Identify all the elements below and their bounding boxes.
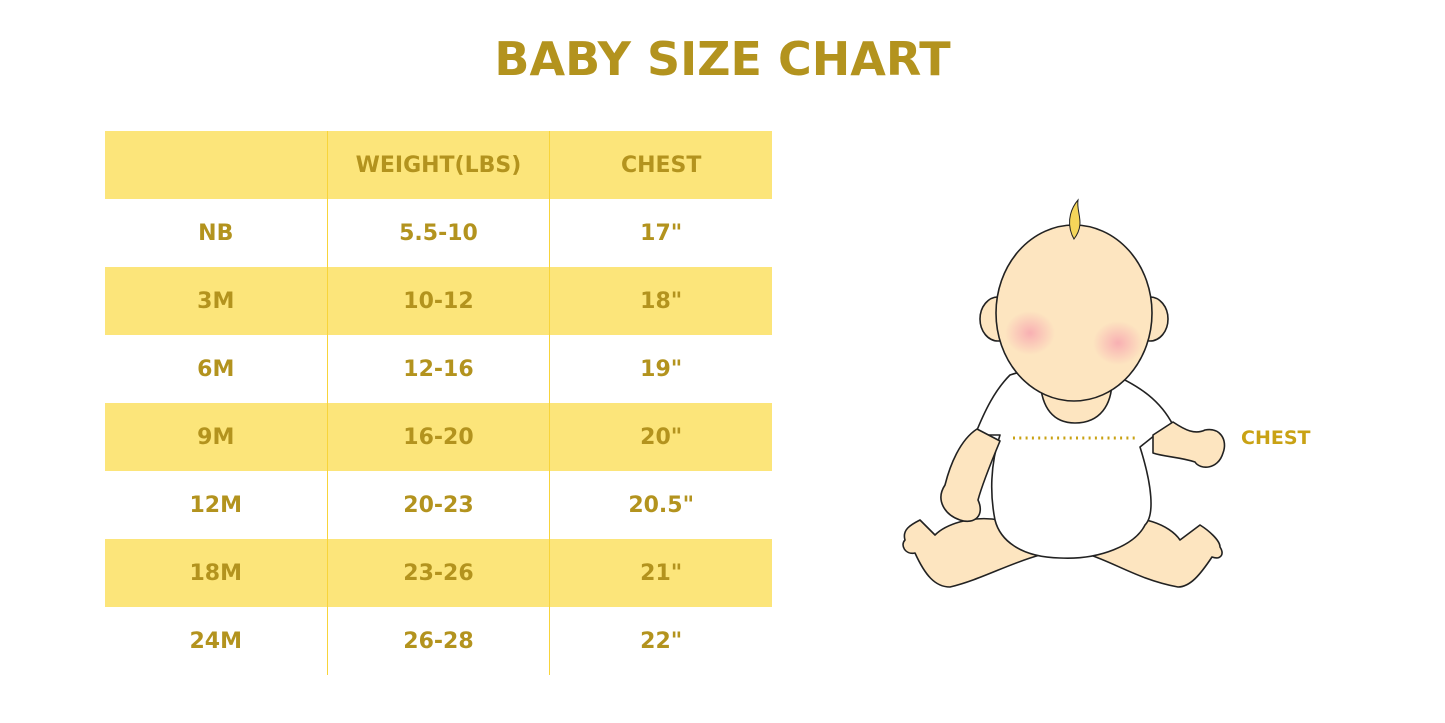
size-cell: 24M (189, 628, 243, 654)
page-title: BABY SIZE CHART (494, 32, 951, 86)
weight-cell: 5.5-10 (326, 199, 550, 267)
weight-cell: 26-28 (326, 607, 550, 675)
weight-cell: 20-23 (326, 471, 550, 539)
size-cell: 18M (105, 539, 328, 607)
chest-cell: 22" (549, 607, 772, 675)
chest-cell: 17" (549, 199, 772, 267)
size-cell: 9M (105, 403, 328, 471)
chest-cell: 18" (549, 267, 772, 335)
weight-cell: 23-26 (326, 539, 550, 607)
header-cell: CHEST (549, 131, 772, 199)
size-cell: 12M (189, 492, 243, 518)
head (995, 224, 1153, 402)
baby-illustration (902, 198, 1226, 588)
chest-cell: 19" (549, 335, 772, 403)
chest-cell: 21" (549, 539, 772, 607)
chest-label: CHEST (1241, 427, 1311, 449)
table-row: 9M 16-20 20" (105, 403, 772, 471)
size-table: WEIGHT(LBS) CHEST NB 5.5-10 17" 3M 10-12 18"… (105, 131, 772, 675)
weight-cell: 10-12 (326, 267, 550, 335)
table-row: 24M 26-28 22" (105, 607, 772, 675)
table-row: 6M 12-16 19" (105, 335, 772, 403)
weight-cell: 12-16 (326, 335, 550, 403)
left-arm (940, 428, 1001, 522)
size-cell: 6M (197, 356, 235, 382)
chest-cell: 20.5" (549, 471, 772, 539)
hair-curl (1069, 198, 1081, 240)
header-cell (105, 131, 328, 199)
size-cell: NB (198, 220, 234, 246)
table-row: 18M 23-26 21" (105, 539, 772, 607)
table-header-row: WEIGHT(LBS) CHEST (105, 131, 772, 199)
table-row: 3M 10-12 18" (105, 267, 772, 335)
header-cell: WEIGHT(LBS) (326, 131, 550, 199)
table-row: 12M 20-23 20.5" (105, 471, 772, 539)
right-arm (1152, 421, 1226, 468)
table-row: NB 5.5-10 17" (105, 199, 772, 267)
chest-cell: 20" (549, 403, 772, 471)
size-cell: 3M (105, 267, 328, 335)
weight-cell: 16-20 (326, 403, 550, 471)
